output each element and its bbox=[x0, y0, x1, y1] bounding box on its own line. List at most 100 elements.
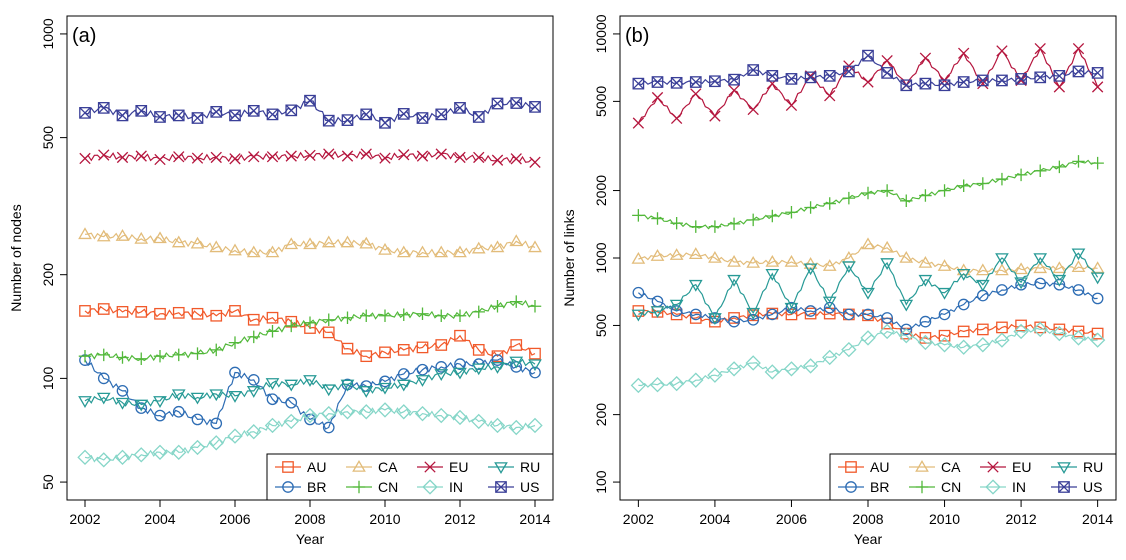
data-point-br bbox=[304, 413, 316, 426]
data-point-eu bbox=[919, 52, 932, 64]
data-point-us bbox=[881, 67, 893, 79]
data-point-cn bbox=[322, 313, 335, 326]
data-point-eu bbox=[690, 88, 702, 100]
data-point-us bbox=[79, 107, 91, 119]
legend-label-au: AU bbox=[870, 459, 889, 475]
data-point-ca bbox=[650, 249, 665, 261]
data-point-au bbox=[116, 306, 129, 318]
data-point-ca bbox=[78, 227, 92, 240]
data-point-cn bbox=[491, 299, 504, 313]
data-point-eu bbox=[958, 47, 970, 59]
data-point-in bbox=[879, 323, 895, 340]
data-point-us-cross bbox=[862, 49, 874, 62]
data-point-eu bbox=[154, 153, 166, 166]
series-cn bbox=[632, 155, 1104, 233]
data-point-ca bbox=[746, 255, 761, 268]
data-point-us-cross bbox=[116, 109, 129, 122]
data-point-ca bbox=[134, 231, 149, 244]
data-point-ru bbox=[1052, 274, 1067, 287]
data-point-us bbox=[1034, 71, 1047, 84]
data-point-us-cross bbox=[804, 71, 817, 84]
data-point-in bbox=[377, 402, 393, 418]
data-point-ru bbox=[190, 392, 205, 405]
data-point-br bbox=[957, 298, 970, 311]
data-point-ca bbox=[528, 240, 542, 253]
data-point-cn bbox=[1072, 155, 1085, 168]
series-ru bbox=[631, 248, 1105, 325]
data-point-eu bbox=[435, 148, 447, 160]
legend-label-cn: CN bbox=[941, 479, 961, 495]
data-point-au bbox=[689, 312, 702, 324]
legend-marker-eu bbox=[987, 461, 999, 473]
data-point-in bbox=[688, 372, 704, 388]
data-point-in bbox=[433, 407, 449, 424]
data-point-eu bbox=[285, 150, 297, 162]
data-point-br bbox=[172, 405, 185, 418]
data-point-in bbox=[802, 358, 819, 374]
legend-label-ca: CA bbox=[941, 459, 961, 475]
data-point-br bbox=[1072, 284, 1085, 296]
data-point-eu bbox=[1091, 81, 1104, 93]
legend-marker-ru bbox=[1057, 462, 1071, 475]
data-point-us bbox=[919, 77, 932, 90]
data-point-ca bbox=[822, 259, 837, 271]
legend-marker-br bbox=[845, 481, 857, 493]
data-point-cn bbox=[708, 220, 722, 233]
data-point-in bbox=[841, 341, 857, 358]
series-ca bbox=[78, 227, 542, 258]
data-point-ru bbox=[880, 258, 894, 271]
data-point-ca bbox=[880, 240, 894, 253]
data-point-cn bbox=[804, 201, 817, 214]
data-point-ca bbox=[190, 236, 205, 249]
data-point-au bbox=[210, 309, 223, 322]
x-tick-label: 2002 bbox=[623, 511, 654, 527]
data-point-ca bbox=[1014, 262, 1028, 275]
data-point-cn bbox=[746, 213, 760, 227]
data-point-ca bbox=[396, 245, 411, 258]
data-point-cn bbox=[1053, 160, 1066, 174]
data-point-ca bbox=[784, 254, 799, 267]
data-point-cn bbox=[823, 197, 836, 210]
data-point-br bbox=[1091, 292, 1104, 305]
data-point-ca bbox=[321, 235, 336, 248]
x-tick-label: 2006 bbox=[776, 511, 807, 527]
y-axis-label: Number of links bbox=[561, 209, 577, 306]
data-point-eu bbox=[824, 90, 836, 102]
data-point-us bbox=[416, 112, 429, 124]
data-point-au bbox=[266, 311, 279, 324]
data-point-ca bbox=[471, 241, 486, 254]
data-point-ru bbox=[396, 379, 411, 392]
data-point-eu bbox=[747, 103, 759, 116]
y-tick-label: 1000 bbox=[593, 242, 609, 273]
data-point-us bbox=[670, 76, 683, 89]
legend-label-ca: CA bbox=[378, 459, 398, 475]
data-point-eu bbox=[632, 117, 645, 129]
data-point-us bbox=[766, 69, 779, 82]
data-point-br bbox=[689, 308, 702, 321]
data-point-us bbox=[285, 104, 298, 117]
data-point-br bbox=[229, 366, 241, 379]
data-point-eu bbox=[862, 76, 874, 88]
data-point-us-cross bbox=[210, 106, 222, 118]
series-line-eu bbox=[84, 150, 536, 164]
data-point-us-cross bbox=[977, 74, 989, 87]
data-point-ca bbox=[631, 251, 646, 264]
data-point-ru bbox=[822, 296, 837, 309]
data-point-br bbox=[210, 417, 223, 430]
data-point-ru bbox=[115, 397, 130, 410]
data-point-au bbox=[1053, 323, 1066, 336]
data-point-eu bbox=[79, 152, 91, 165]
data-point-ru bbox=[453, 367, 467, 380]
data-point-ru bbox=[321, 384, 336, 397]
data-point-ru bbox=[340, 379, 355, 392]
data-point-in bbox=[745, 355, 761, 371]
legend-marker-in bbox=[985, 479, 1001, 495]
data-point-au bbox=[229, 305, 241, 317]
y-tick-label: 200 bbox=[593, 403, 609, 427]
data-point-br bbox=[632, 286, 645, 299]
data-point-us bbox=[491, 97, 504, 110]
data-point-br bbox=[135, 402, 148, 414]
data-point-eu bbox=[709, 110, 721, 122]
data-point-eu bbox=[473, 151, 485, 164]
data-point-cn bbox=[78, 349, 92, 363]
